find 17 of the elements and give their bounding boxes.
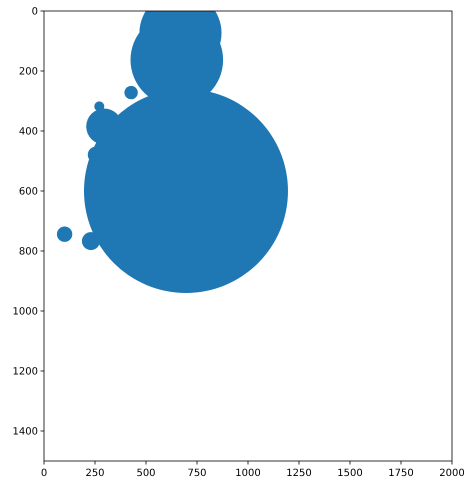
y-tick-label: 800 — [18, 246, 38, 258]
y-tick-label: 600 — [18, 186, 38, 198]
x-tick-label: 1250 — [286, 468, 312, 479]
y-tick-label: 0 — [32, 6, 38, 18]
y-tick-label: 400 — [18, 126, 38, 138]
x-tick-label: 500 — [136, 468, 156, 479]
x-tick-label: 250 — [85, 468, 105, 479]
y-tick-label: 1200 — [12, 366, 38, 378]
y-tick-label: 200 — [18, 66, 38, 78]
x-tick-label: 0 — [40, 468, 48, 479]
x-tick-label: 2000 — [439, 468, 465, 479]
x-tick-label: 1000 — [235, 468, 261, 479]
x-tick-label: 1750 — [388, 468, 414, 479]
y-tick-label: 1400 — [12, 426, 38, 438]
x-tick-label: 750 — [187, 468, 207, 479]
x-tick-label: 1500 — [337, 468, 363, 479]
y-tick-label: 1000 — [12, 306, 38, 318]
